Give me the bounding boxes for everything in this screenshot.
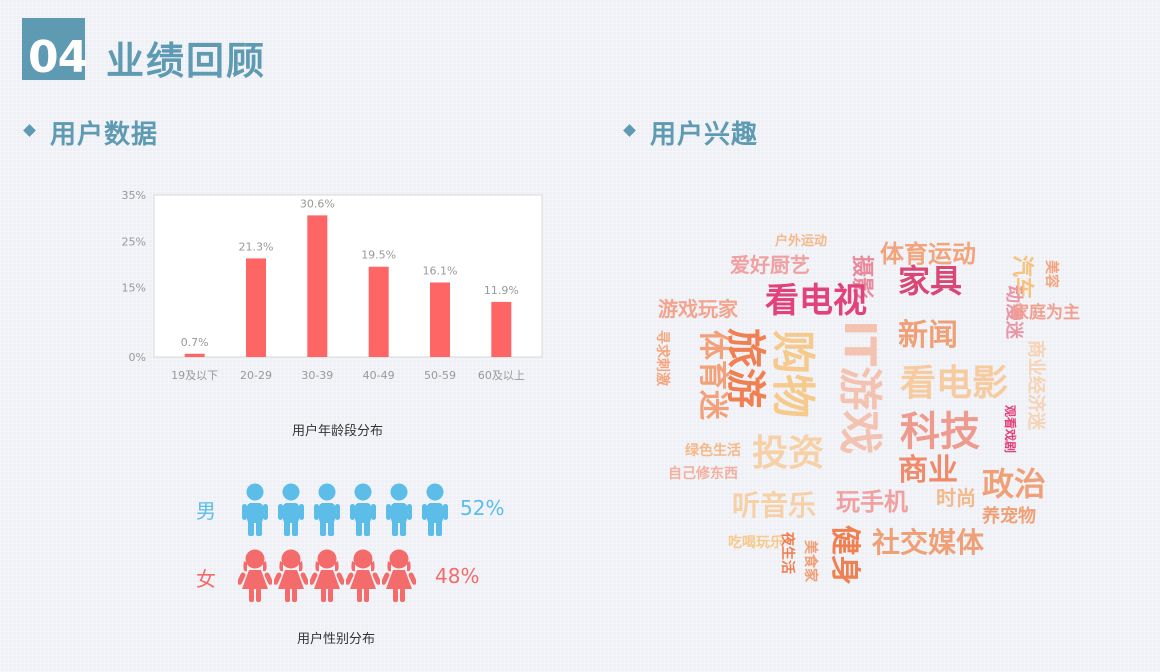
- y-tick-label: 35%: [122, 189, 146, 202]
- word-cloud-word: 购物: [767, 330, 818, 418]
- female-person-icon: [310, 549, 344, 602]
- bar: [430, 282, 450, 357]
- word-cloud-word: 美容: [1043, 260, 1060, 288]
- word-cloud-word: 户外运动: [775, 233, 827, 249]
- bar: [246, 258, 266, 357]
- female-label: 女: [196, 567, 216, 591]
- word-cloud-word: 新闻: [898, 318, 958, 353]
- word-cloud-word: 科技: [900, 409, 980, 455]
- x-tick-label: 50-59: [424, 369, 456, 382]
- section-number-badge: 04: [22, 18, 88, 83]
- y-tick-label: 15%: [122, 282, 146, 295]
- male-person-icon: [314, 483, 340, 536]
- section-title-user-data: 用户数据: [50, 120, 159, 150]
- bar: [307, 215, 328, 357]
- age-bar-chart: 0% 15% 25% 35% 0.7% 19及以下 21.3% 20-29 30.6% 30-39…: [122, 189, 543, 382]
- data-label: 21.3%: [239, 240, 274, 253]
- male-label: 男: [196, 499, 216, 523]
- word-cloud-word: 社交媒体: [872, 526, 985, 559]
- word-cloud-word: 摄影: [849, 255, 874, 299]
- word-cloud-word: 商业经济迷: [1025, 340, 1047, 431]
- word-cloud-word: 汽车: [1009, 255, 1035, 299]
- word-cloud-word: 体育迷: [695, 330, 730, 421]
- male-person-icon: [278, 483, 304, 536]
- female-person-icon: [238, 549, 272, 602]
- male-icon-row: [238, 483, 454, 537]
- word-cloud-word: 旅游: [722, 328, 768, 408]
- diamond-bullet-icon: [23, 124, 36, 137]
- female-person-icon: [346, 549, 380, 602]
- word-cloud-word: 玩手机: [836, 488, 908, 516]
- word-cloud-word: 看电视: [765, 281, 867, 321]
- word-cloud-word: 动漫迷: [1003, 285, 1024, 340]
- plot-area: [153, 194, 543, 358]
- bar: [491, 301, 512, 357]
- data-label: 19.5%: [361, 249, 396, 262]
- word-cloud-word: 爱好厨艺: [730, 253, 810, 277]
- x-tick-label: 19及以下: [171, 369, 218, 382]
- word-cloud-word: 商业: [898, 453, 958, 488]
- gender-chart-title: 用户性别分布: [297, 632, 376, 647]
- word-cloud-word: 游戏玩家: [658, 297, 739, 321]
- x-tick-label: 60及以上: [478, 369, 525, 382]
- bar: [368, 266, 389, 357]
- word-cloud-word: 美食家: [802, 540, 819, 583]
- female-person-icon: [382, 549, 416, 602]
- female-percent: 48%: [435, 564, 480, 588]
- word-cloud-word: 投资: [752, 433, 824, 474]
- female-person-icon: [274, 549, 308, 602]
- data-label: 11.9%: [484, 284, 519, 297]
- chart-title: 用户年龄段分布: [292, 424, 384, 439]
- word-cloud-word: 健身: [827, 525, 862, 585]
- y-tick-label: 0%: [129, 351, 146, 364]
- word-cloud-word: 时尚: [936, 486, 976, 510]
- male-person-icon: [422, 483, 448, 536]
- female-icon-row: [238, 549, 418, 603]
- word-cloud-word: 夜生活: [779, 531, 796, 574]
- male-person-icon: [386, 483, 412, 536]
- word-cloud-word: 寻求刺激: [654, 330, 671, 386]
- word-cloud-word: 自己修东西: [668, 465, 738, 482]
- data-label: 16.1%: [423, 264, 458, 277]
- word-cloud-word: 绿色生活: [685, 442, 741, 459]
- word-cloud-word: 看电影: [900, 363, 1008, 404]
- word-cloud-word: IT游戏: [834, 320, 885, 454]
- diamond-bullet-icon: [623, 124, 636, 137]
- page-title: 业绩回顾: [106, 39, 267, 83]
- word-cloud-word: 吃喝玩乐: [728, 534, 784, 551]
- word-cloud-word: 家具: [898, 262, 962, 300]
- word-cloud-word: 家庭为主: [1012, 302, 1080, 323]
- word-cloud-word: 养宠物: [981, 505, 1036, 527]
- data-label: 0.7%: [181, 336, 209, 349]
- bar: [184, 353, 205, 357]
- male-person-icon: [242, 483, 268, 536]
- x-tick-label: 40-49: [363, 369, 395, 382]
- data-label: 30.6%: [300, 197, 335, 210]
- section-number: 04: [28, 32, 88, 83]
- section-title-user-interest: 用户兴趣: [650, 120, 759, 150]
- word-cloud-word: 体育运动: [880, 240, 976, 268]
- word-cloud-word: 观看戏剧: [1003, 405, 1018, 453]
- male-percent: 52%: [460, 496, 505, 520]
- word-cloud-word: 听音乐: [732, 489, 816, 522]
- y-tick-label: 25%: [122, 235, 146, 248]
- word-cloud-word: 政治: [982, 465, 1046, 503]
- male-person-icon: [350, 483, 376, 536]
- x-tick-label: 20-29: [240, 369, 272, 382]
- x-tick-label: 30-39: [301, 369, 333, 382]
